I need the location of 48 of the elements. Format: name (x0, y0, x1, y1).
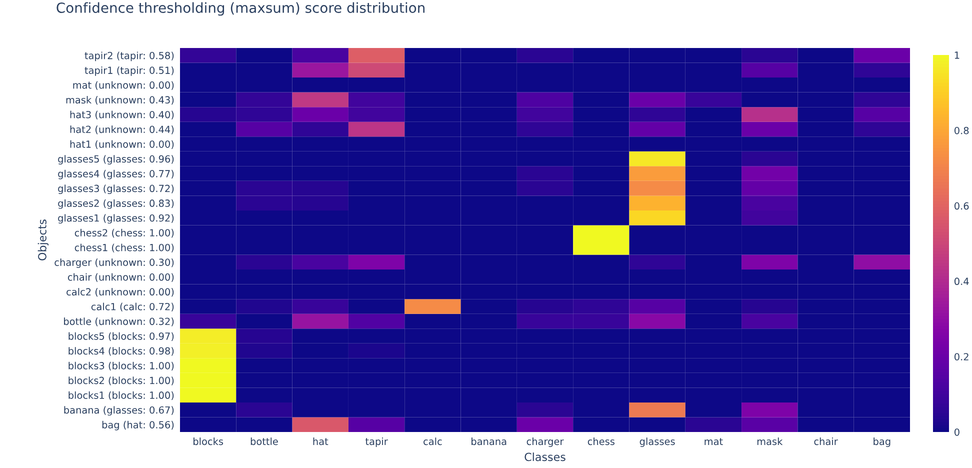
y-tick-label: hat2 (unknown: 0.44) (70, 126, 174, 134)
chart-title: Confidence thresholding (maxsum) score distribution (56, 2, 424, 16)
y-tick-label: tapir2 (tapir: 0.58) (84, 52, 174, 62)
y-tick-label: tapir1 (tapir: 0.51) (84, 66, 174, 76)
color-bar-label: 1 (954, 52, 960, 59)
y-tick-label: mask (unknown: 0.43) (66, 96, 174, 105)
x-tick-label: banana (472, 438, 506, 446)
y-tick-label: bottle (unknown: 0.32) (64, 318, 174, 326)
x-axis-title: Classes (524, 452, 566, 462)
y-tick-label: blocks3 (blocks: 1.00) (68, 362, 174, 371)
x-tick-label: bottle (250, 438, 278, 446)
y-tick-label: blocks1 (blocks: 1.00) (68, 391, 174, 400)
y-tick-label: hat3 (unknown: 0.40) (70, 110, 174, 120)
color-bar-label: 0.6 (954, 202, 969, 210)
color-bar-label: 0.2 (954, 353, 968, 360)
y-tick-label: glasses3 (glasses: 0.72) (58, 184, 174, 194)
color-bar-label: 0.4 (954, 278, 969, 286)
y-axis-title: Objects (38, 220, 49, 260)
y-tick-label: blocks4 (blocks: 0.98) (68, 347, 174, 356)
y-tick-label: blocks2 (blocks: 1.00) (68, 376, 174, 386)
y-tick-label: bag (hat: 0.56) (102, 420, 174, 430)
y-tick-label: glasses5 (glasses: 0.96) (58, 155, 174, 164)
x-tick-label: tapir (365, 438, 388, 447)
x-tick-label: mat (704, 438, 723, 446)
y-tick-label: blocks5 (blocks: 0.97) (68, 332, 174, 341)
y-tick-label: glasses1 (glasses: 0.92) (58, 214, 174, 224)
color-bar-label: 0 (954, 428, 960, 436)
y-tick-label: chair (unknown: 0.00) (68, 273, 174, 282)
x-tick-label: charger (526, 438, 564, 447)
color-bar-label: 0.8 (954, 126, 969, 134)
x-tick-label: bag (874, 438, 890, 447)
y-tick-label: hat1 (unknown: 0.00) (70, 140, 174, 149)
y-tick-label: glasses4 (glasses: 0.77) (58, 170, 174, 180)
y-tick-label: glasses2 (glasses: 0.83) (58, 199, 174, 209)
y-tick-label: calc1 (calc: 0.72) (91, 302, 174, 312)
y-tick-label: chess1 (chess: 1.00) (74, 244, 174, 252)
x-tick-label: blocks (194, 438, 224, 446)
y-tick-label: calc2 (unknown: 0.00) (66, 288, 174, 297)
x-tick-label: mask (757, 438, 783, 446)
x-tick-label: hat (313, 438, 328, 446)
x-tick-label: glasses (640, 438, 675, 447)
y-tick-label: mat (unknown: 0.00) (73, 81, 174, 90)
x-tick-label: calc (424, 438, 442, 446)
x-tick-label: chess (588, 438, 614, 446)
y-tick-label: banana (glasses: 0.67) (64, 406, 174, 416)
y-tick-label: charger (unknown: 0.30) (54, 258, 174, 268)
x-tick-label: chair (814, 438, 838, 446)
y-tick-label: chess2 (chess: 1.00) (74, 228, 174, 238)
